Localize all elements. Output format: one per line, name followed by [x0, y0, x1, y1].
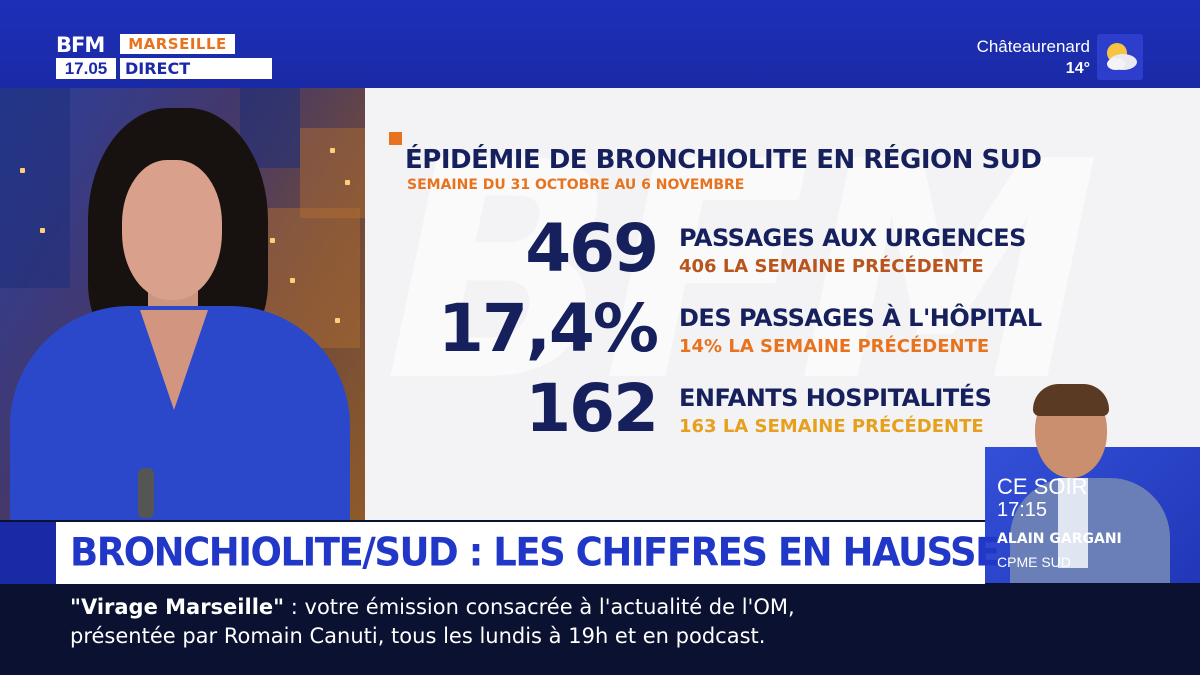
panel-title: ÉPIDÉMIE DE BRONCHIOLITE EN RÉGION SUD: [405, 145, 1042, 175]
stat-value: 162: [525, 370, 659, 447]
ticker-line-1: "Virage Marseille" : votre émission cons…: [70, 595, 795, 619]
stat-previous: 163 LA SEMAINE PRÉCÉDENTE: [679, 416, 984, 437]
guest-organization: CPME SUD: [997, 554, 1071, 570]
stat-previous: 14% LA SEMAINE PRÉCÉDENTE: [679, 336, 990, 357]
stat-previous: 406 LA SEMAINE PRÉCÉDENTE: [679, 256, 984, 277]
headline-bar: [56, 522, 985, 584]
weather-temperature: 14°: [1065, 60, 1090, 77]
ticker-line-2: présentée par Romain Canuti, tous les lu…: [70, 624, 766, 648]
stat-value: 469: [525, 210, 659, 287]
headline: BRONCHIOLITE/SUD : LES CHIFFRES EN HAUSS…: [70, 529, 1000, 576]
guest-body: [1010, 478, 1170, 583]
promo-when: CE SOIR: [997, 474, 1088, 499]
ticker-show-name: "Virage Marseille": [70, 595, 285, 619]
sun-cloud-icon: [1097, 34, 1143, 80]
weather-city: Châteaurenard: [976, 37, 1090, 56]
microphone: [138, 468, 154, 518]
news-ticker: [0, 584, 1200, 675]
live-badge: DIRECT: [120, 58, 272, 79]
clock: 17.05: [56, 58, 116, 79]
stat-label: PASSAGES AUX URGENCES: [679, 224, 1026, 252]
orange-square-icon: [389, 132, 402, 145]
presenter-face: [122, 160, 222, 300]
brand-name: BFM: [56, 33, 105, 57]
promo-time: 17:15: [997, 499, 1048, 521]
studio-background: [0, 88, 365, 520]
guest-name: ALAIN GARGANI: [997, 531, 1122, 547]
panel-subtitle: SEMAINE DU 31 OCTOBRE AU 6 NOVEMBRE: [407, 177, 745, 193]
stat-label: DES PASSAGES À L'HÔPITAL: [679, 304, 1042, 332]
city-label: MARSEILLE: [120, 34, 235, 54]
stat-value: 17,4%: [438, 290, 659, 367]
stat-label: ENFANTS HOSPITALITÉS: [679, 384, 992, 412]
ticker-text: votre émission consacrée à l'actualité d…: [304, 595, 795, 619]
